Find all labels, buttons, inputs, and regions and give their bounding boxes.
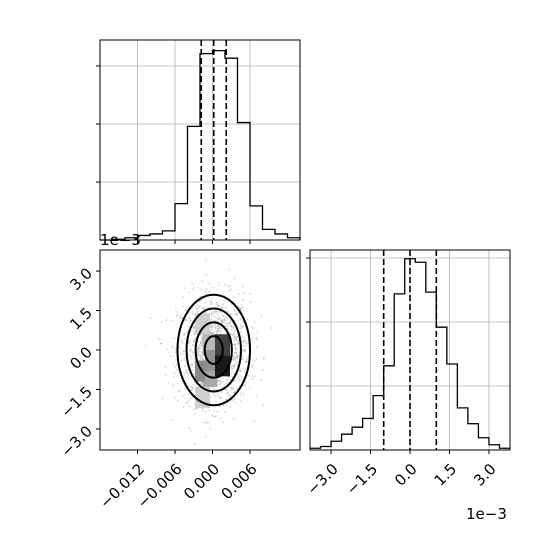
y-tick-label: 3.0 — [66, 264, 96, 294]
density-contour — [185, 307, 242, 393]
y-tick-label: 1.5 — [66, 304, 96, 334]
x-marginal-panel — [96, 39, 301, 244]
x-tick-label: 3.0 — [470, 460, 500, 490]
density-panel: −3.0−1.50.01.53.0−0.012−0.0060.0000.006 … — [58, 231, 301, 512]
y-marginal-panel: −3.0 −1.5 0.0 1.5 3.0 1e−3 — [303, 249, 511, 523]
x-tick-label: 0.000 — [180, 460, 223, 503]
x-tick-label: 0.0 — [391, 460, 421, 490]
x-tick-label: 0.006 — [218, 460, 261, 503]
y-tick-label: −1.5 — [58, 383, 96, 421]
y-tick-label: 0.0 — [66, 343, 96, 373]
x-tick-label: −3.0 — [303, 460, 341, 498]
x-tick-label: −1.5 — [343, 460, 381, 498]
density-contour — [203, 335, 224, 365]
x-histogram — [100, 49, 301, 241]
density-contour — [194, 321, 233, 379]
x-offset-label: 1e−3 — [466, 505, 507, 523]
y-tick-label: −3.0 — [58, 422, 96, 460]
density-contour — [176, 293, 251, 407]
x-tick-label: 1.5 — [431, 460, 461, 490]
y-offset-label: 1e−3 — [100, 231, 141, 249]
y-histogram — [310, 258, 510, 449]
